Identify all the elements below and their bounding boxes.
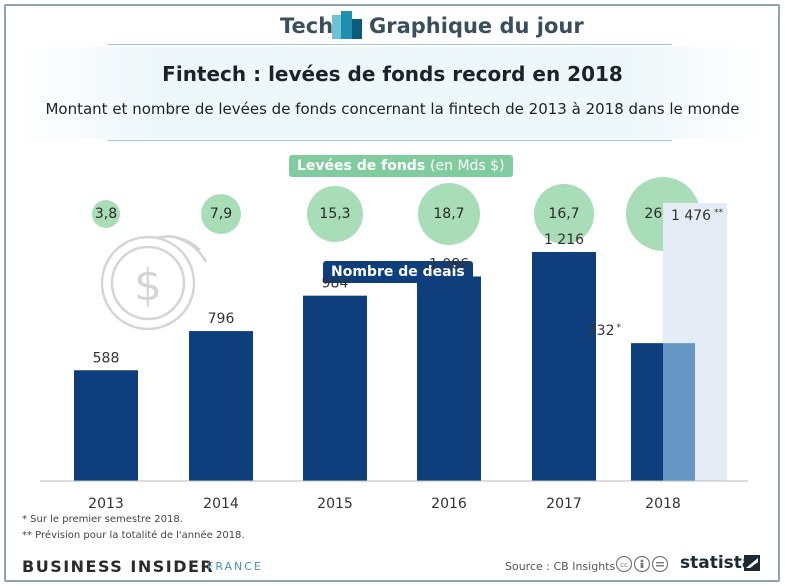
funds-bubble-label: 3,8 (94, 205, 118, 222)
x-tick-label: 2018 (645, 496, 681, 512)
x-tick-label: 2013 (88, 496, 124, 512)
statista-logo: statista (680, 553, 754, 573)
bar-value-label: 1 086 (429, 256, 469, 272)
funds-bubble: 18,7 (417, 182, 481, 246)
bar (417, 276, 481, 481)
bar-forecast (663, 343, 695, 481)
creative-commons-icon: cc (615, 555, 669, 573)
x-tick-label: 2017 (546, 496, 582, 512)
funds-bubble-label: 16,7 (548, 205, 580, 222)
forecast-value-label: 1 476 ** (671, 208, 724, 224)
funds-pill-unit: (en Mds $) (430, 158, 505, 174)
bar-value-label: 984 (322, 276, 349, 292)
coins-icon: $ (100, 234, 208, 331)
source-text: Source : CB Insights (505, 560, 616, 573)
x-tick-label: 2014 (203, 496, 239, 512)
bar-value-label: 588 (93, 350, 120, 366)
x-tick-label: 2016 (431, 496, 467, 512)
funds-bubble-label: 18,7 (433, 205, 465, 222)
chart-title: Fintech : levées de fonds record en 2018 (162, 62, 623, 86)
funds-bubble: 16,7 (534, 184, 594, 244)
header-divider (108, 44, 672, 45)
statista-mark-icon (744, 555, 760, 571)
funds-bubble-label: 7,9 (209, 205, 233, 222)
bar-value-label: 1 216 (544, 232, 584, 248)
chart-subtitle: Montant et nombre de levées de fonds con… (45, 100, 740, 118)
subtitle-divider (108, 140, 672, 141)
bar (631, 343, 663, 481)
funds-bubble: 15,3 (306, 185, 364, 243)
title-band (18, 47, 764, 139)
bar (532, 251, 596, 481)
svg-text:$: $ (134, 260, 162, 311)
brand-graphique-du-jour: Graphique du jour (369, 14, 584, 38)
note-first-half: * Sur le premier semestre 2018. (22, 514, 183, 525)
funds-pill: Levées de fonds (en Mds $) (289, 155, 513, 177)
bar-value-label: 796 (208, 311, 235, 327)
funds-pill-label: Levées de fonds (297, 158, 426, 174)
note-forecast: ** Prévision pour la totalité de l'année… (22, 530, 245, 541)
x-tick-label: 2015 (317, 496, 353, 512)
bar-logo-icon (332, 11, 362, 39)
publisher-logo: BUSINESS INSIDER (22, 557, 215, 576)
funds-bubble-label: 15,3 (319, 205, 351, 222)
bar (74, 370, 138, 481)
funds-bubble: 7,9 (200, 193, 242, 235)
bar (303, 295, 367, 481)
svg-text:cc: cc (620, 561, 628, 569)
bar-value-label: 732 * (588, 323, 622, 339)
brand-tech: Tech (280, 14, 334, 38)
bar (189, 331, 253, 481)
publisher-edition: FRANCE (207, 560, 263, 573)
funds-bubble: 3,8 (91, 199, 121, 229)
